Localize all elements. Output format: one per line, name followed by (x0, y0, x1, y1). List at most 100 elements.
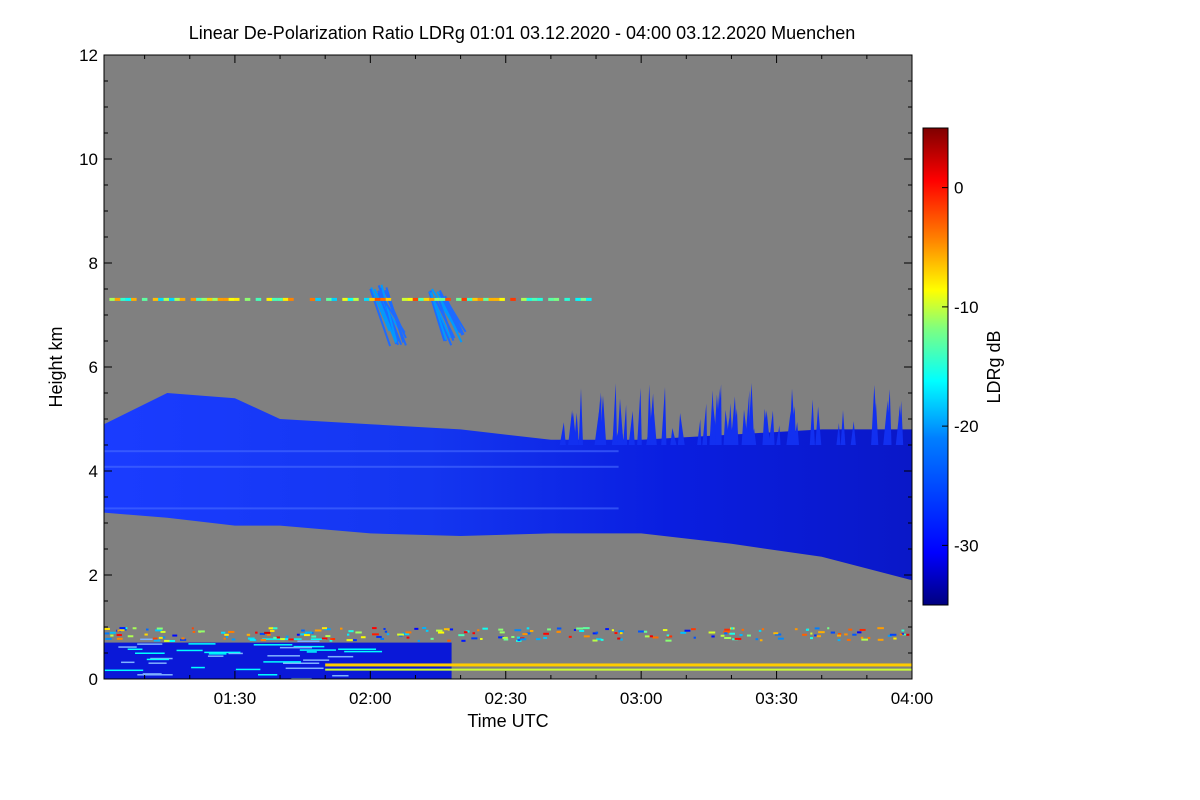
surface-speckle (299, 649, 336, 651)
thin-layer-cell (548, 297, 554, 301)
x-axis: 01:30 02:00 02:30 03:00 03:30 04:00 (144, 55, 933, 708)
mixed-layer-speckle (773, 632, 779, 635)
mixed-layer-speckle (169, 639, 176, 642)
cloud-fallstreak (883, 400, 890, 445)
mixed-layer-speckle (536, 638, 541, 641)
mixed-layer-speckle (543, 632, 549, 635)
cloud-fallstreak (677, 413, 685, 445)
mixed-layer-speckle (225, 636, 228, 639)
x-tick-label: 02:00 (349, 689, 392, 708)
mixed-layer-speckle (417, 639, 420, 642)
mixed-layer-speckle (376, 635, 382, 638)
mixed-layer-speckle (355, 631, 362, 634)
mixed-layer-speckle (314, 629, 322, 632)
x-tick-label: 02:30 (484, 689, 527, 708)
thin-layer-cell (342, 297, 348, 301)
mixed-layer-speckle (425, 629, 429, 632)
thin-layer-cell (483, 297, 489, 301)
mixed-layer-speckle (761, 628, 765, 631)
mixed-layer-speckle (117, 629, 120, 632)
mixed-layer-speckle (526, 632, 531, 635)
mixed-layer-speckle (684, 629, 691, 632)
mixed-layer-speckle (414, 627, 419, 630)
mixed-layer-band (325, 668, 912, 671)
cloud-fallstreak (732, 408, 739, 445)
thin-layer-cell (206, 297, 213, 301)
mixed-layer-speckle (596, 638, 602, 641)
cloud-fallstreak (578, 388, 583, 445)
mixed-layer-speckle (247, 637, 255, 640)
colorbar-tick-label: -30 (954, 536, 979, 555)
mixed-layer-speckle (480, 637, 483, 640)
mixed-layer-speckle (273, 636, 277, 639)
mixed-layer-speckle (164, 639, 170, 642)
thin-layer-cell (521, 297, 527, 301)
thin-layer-cell (212, 297, 218, 301)
cloud-fallstreak (647, 384, 653, 445)
mixed-layer-speckle (422, 627, 427, 630)
surface-speckle (253, 644, 293, 646)
surface-speckle (297, 640, 320, 643)
mixed-layer-speckle (348, 630, 354, 633)
thin-layer-cell (234, 297, 240, 301)
mixed-layer-speckle (465, 630, 470, 633)
cloud-fallstreak (768, 410, 775, 445)
mixed-layer-speckle (600, 638, 604, 641)
surface-aerosol (104, 642, 452, 679)
mixed-layer-speckle (458, 634, 465, 637)
y-tick-label: 12 (79, 46, 98, 65)
colorbar-tick-label: 0 (954, 179, 963, 198)
mixed-layer-speckle (814, 627, 820, 630)
thin-layer-cell (456, 297, 462, 301)
mixed-layer-speckle (119, 629, 125, 632)
cloud-fallstreak (697, 419, 702, 445)
mixed-layer-speckle (249, 638, 256, 641)
mixed-layer-speckle (739, 634, 743, 637)
y-tick-label: 6 (89, 358, 98, 377)
cloud-fallstreak (569, 412, 577, 445)
thin-layer-cell (575, 297, 581, 301)
mixed-layer-speckle (520, 638, 527, 641)
mixed-layer-speckle (156, 627, 163, 630)
mixed-layer-speckle (340, 627, 343, 630)
thin-layer-cell (125, 297, 132, 301)
cirrus-streak (433, 297, 456, 339)
mixed-layer-speckle (605, 628, 609, 631)
mixed-layer-speckle (383, 627, 386, 630)
mixed-layer-speckle (755, 638, 759, 641)
thin-layer-cell (586, 297, 592, 301)
mixed-layer-speckle (231, 638, 236, 641)
thin-layer-cell (244, 297, 251, 301)
mixed-layer-speckle (666, 634, 670, 637)
mixed-layer-speckle (280, 638, 285, 641)
mixed-layer-speckle (430, 637, 434, 640)
thin-layer-cell (537, 297, 543, 301)
surface-speckle (127, 648, 143, 651)
mixed-layer-speckle (860, 636, 864, 639)
mixed-layer-speckle (827, 627, 830, 630)
mixed-layer-speckle (680, 631, 687, 634)
mixed-layer-speckle (329, 639, 333, 642)
mixed-layer-speckle (330, 638, 335, 641)
thin-layer-cell (531, 297, 538, 301)
x-tick-label: 01:30 (214, 689, 257, 708)
mixed-layer-speckle (275, 636, 280, 639)
cloud-fallstreak (776, 425, 781, 445)
cloud-fallstreak (599, 395, 607, 445)
surface-speckle (148, 662, 167, 664)
mixed-layer-speckle (592, 632, 598, 635)
thin-layer-cell (179, 297, 186, 301)
mixed-layer-speckle (662, 629, 668, 632)
mixed-layer-speckle (568, 635, 572, 638)
mixed-layer-speckle (556, 627, 562, 630)
mixed-layer-speckle (620, 638, 623, 641)
mixed-layer-speckle (144, 633, 148, 636)
mixed-layer-speckle (529, 629, 534, 632)
mixed-layer-speckle (893, 637, 897, 640)
mixed-layer-speckle (638, 630, 644, 633)
cloud-fallstreak (809, 399, 815, 445)
mixed-layer-speckle (498, 628, 504, 631)
mixed-layer-speckle (758, 629, 762, 632)
mixed-layer-speckle (902, 633, 907, 636)
